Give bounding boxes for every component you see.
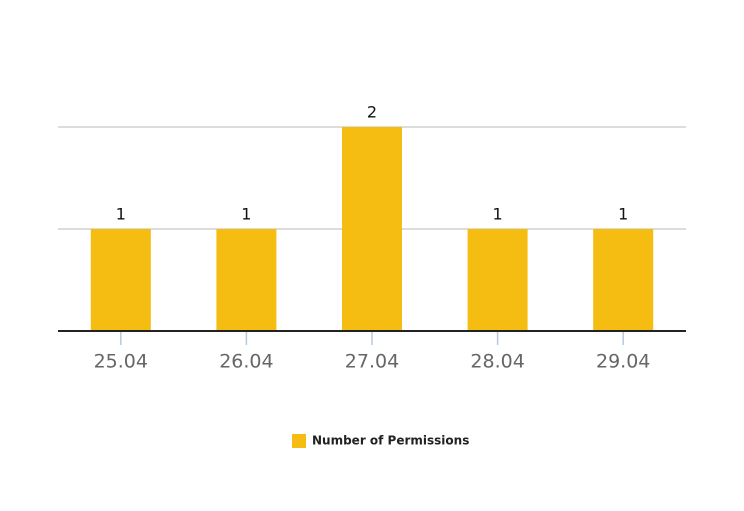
legend-swatch: [292, 434, 306, 448]
bar: [216, 229, 277, 331]
bar: [342, 127, 402, 331]
legend-label: Number of Permissions: [312, 434, 469, 448]
x-tick-label: 25.04: [94, 351, 148, 373]
data-label: 2: [367, 103, 377, 122]
data-label: 1: [618, 205, 628, 224]
data-label: 1: [493, 205, 503, 224]
x-tick-label: 26.04: [219, 351, 273, 373]
data-label: 1: [116, 205, 126, 224]
data-label: 1: [241, 205, 251, 224]
bar: [593, 229, 654, 331]
x-tick-label: 29.04: [596, 351, 650, 373]
bar: [90, 229, 151, 331]
bar: [467, 229, 528, 331]
x-tick-label: 27.04: [345, 351, 399, 373]
x-tick-label: 28.04: [470, 351, 524, 373]
